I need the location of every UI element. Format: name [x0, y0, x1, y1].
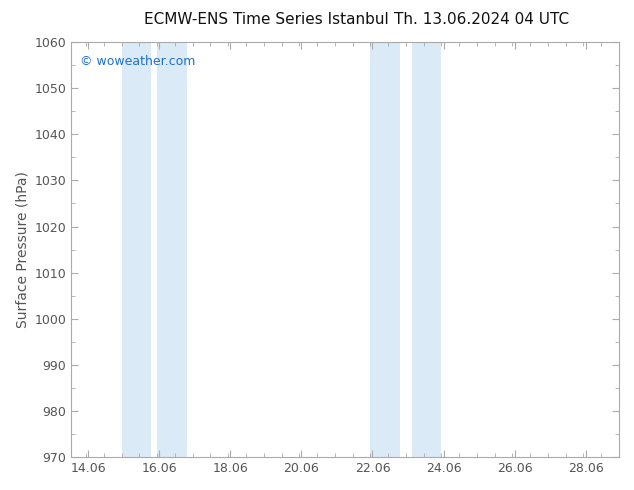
Y-axis label: Surface Pressure (hPa): Surface Pressure (hPa) [15, 171, 29, 328]
Text: ECMW-ENS Time Series Istanbul: ECMW-ENS Time Series Istanbul [144, 12, 389, 27]
Text: Th. 13.06.2024 04 UTC: Th. 13.06.2024 04 UTC [394, 12, 569, 27]
Bar [412, 42, 441, 457]
Text: © woweather.com: © woweather.com [79, 54, 195, 68]
Bar [370, 42, 400, 457]
Bar [157, 42, 186, 457]
Bar [122, 42, 151, 457]
